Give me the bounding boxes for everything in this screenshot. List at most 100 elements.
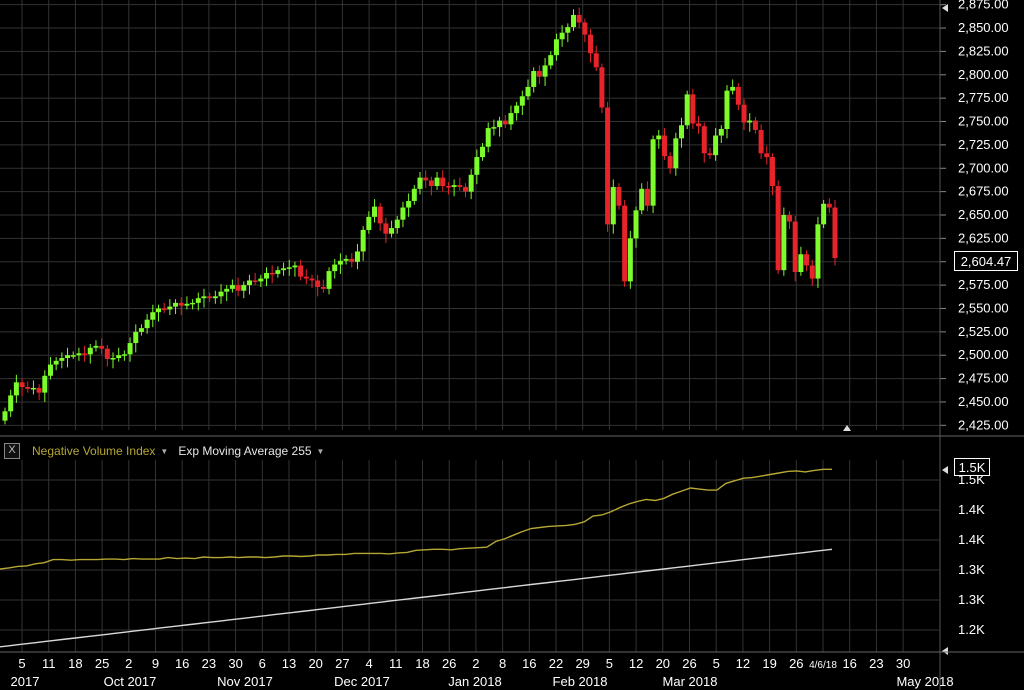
candle-body: [639, 188, 645, 211]
candle-body: [173, 302, 179, 307]
x-tick-label: 9: [152, 656, 159, 671]
candle-body: [275, 270, 281, 274]
candle-body: [133, 331, 139, 344]
candle-body: [559, 32, 565, 40]
candle-body: [264, 272, 270, 279]
y-tick-label: 1.3K: [958, 562, 985, 577]
chevron-down-icon[interactable]: ▼: [160, 446, 169, 456]
candle-body: [667, 156, 673, 169]
x-tick-label: 26: [789, 656, 803, 671]
candle-body: [502, 120, 508, 125]
y-tick-label: 2,875.00: [958, 0, 1009, 12]
candle-body: [190, 302, 196, 305]
candle-body: [593, 53, 599, 68]
candle-body: [701, 126, 707, 154]
last-nvi-tag: 1.5K: [954, 458, 990, 476]
ema-series-line: [0, 548, 833, 648]
x-tick-label: 30: [896, 656, 910, 671]
candle-body: [36, 387, 42, 393]
candle-body: [110, 358, 116, 360]
x-tick-label: 26: [442, 656, 456, 671]
y-tick-label: 2,725.00: [958, 137, 1009, 152]
candle-body: [565, 27, 571, 33]
ema-label: Exp Moving Average 255: [178, 444, 312, 458]
candle-body: [622, 205, 628, 282]
candle-body: [775, 186, 781, 271]
last-price-tag: 2,604.47: [954, 251, 1018, 271]
x-month-label: Oct 2017: [104, 674, 157, 689]
candle-body: [184, 303, 190, 306]
candle-body: [576, 14, 582, 23]
candle-body: [286, 267, 292, 269]
candle-body: [258, 278, 264, 282]
candle-body: [87, 347, 93, 355]
candle-body: [480, 146, 486, 158]
candle-body: [47, 364, 53, 376]
candle-body: [724, 90, 730, 129]
candle-body: [394, 219, 400, 229]
candle-body: [201, 296, 207, 299]
candle-body: [104, 348, 110, 359]
candle-body: [758, 129, 764, 154]
candle-body: [781, 215, 787, 271]
candle-body: [536, 71, 542, 77]
candle-body: [798, 254, 804, 273]
x-tick-label: 26: [682, 656, 696, 671]
candle-body: [553, 39, 559, 56]
legend-item-nvi[interactable]: Negative Volume Index ▼: [32, 444, 168, 458]
x-tick-label: 18: [68, 656, 82, 671]
candle-body: [30, 387, 36, 390]
candle-body: [389, 228, 395, 234]
y-tick-label: 2,525.00: [958, 324, 1009, 339]
candle-body: [178, 302, 184, 306]
candle-body: [366, 216, 372, 230]
candle-body: [281, 268, 287, 271]
x-tick-label: 23: [869, 656, 883, 671]
candle-body: [8, 395, 14, 412]
candle-body: [826, 203, 832, 208]
axis-arrow-icon: [942, 647, 948, 655]
x-tick-label: 4: [365, 656, 372, 671]
x-tick-label: 30: [228, 656, 242, 671]
candle-body: [155, 308, 161, 313]
chevron-down-icon[interactable]: ▼: [316, 446, 325, 456]
close-indicator-icon[interactable]: X: [4, 443, 20, 459]
candle-body: [400, 207, 406, 220]
candle-body: [497, 120, 503, 128]
candle-body: [491, 127, 497, 129]
x-tick-label: 23: [202, 656, 216, 671]
candle-body: [514, 105, 520, 114]
y-tick-label: 1.4K: [958, 532, 985, 547]
candle-body: [326, 271, 332, 289]
candle-body: [730, 86, 736, 91]
candle-body: [59, 358, 65, 361]
x-tick-label: 5: [18, 656, 25, 671]
candle-body: [19, 382, 25, 387]
candle-body: [349, 258, 355, 262]
candle-body: [332, 264, 338, 272]
legend-item-ema[interactable]: Exp Moving Average 255 ▼: [178, 444, 324, 458]
candle-body: [406, 200, 412, 208]
x-month-label: Dec 2017: [334, 674, 390, 689]
candle-body: [411, 188, 417, 201]
candle-body: [445, 186, 451, 188]
candle-body: [150, 312, 156, 320]
candle-body: [235, 285, 241, 291]
x-month-label: Mar 2018: [663, 674, 718, 689]
x-tick-label: 5: [606, 656, 613, 671]
candle-body: [644, 188, 650, 206]
candle-body: [821, 203, 827, 225]
candle-body: [468, 174, 474, 192]
x-tick-label: 12: [736, 656, 750, 671]
candle-body: [354, 251, 360, 262]
candle-body: [303, 276, 309, 279]
candle-body: [616, 186, 622, 206]
candle-body: [741, 104, 747, 123]
candle-body: [2, 411, 8, 421]
y-tick-label: 2,850.00: [958, 20, 1009, 35]
candle-body: [343, 258, 349, 261]
candle-body: [548, 55, 554, 66]
candle-body: [656, 135, 662, 140]
x-tick-label: 4/6/18: [809, 660, 837, 671]
